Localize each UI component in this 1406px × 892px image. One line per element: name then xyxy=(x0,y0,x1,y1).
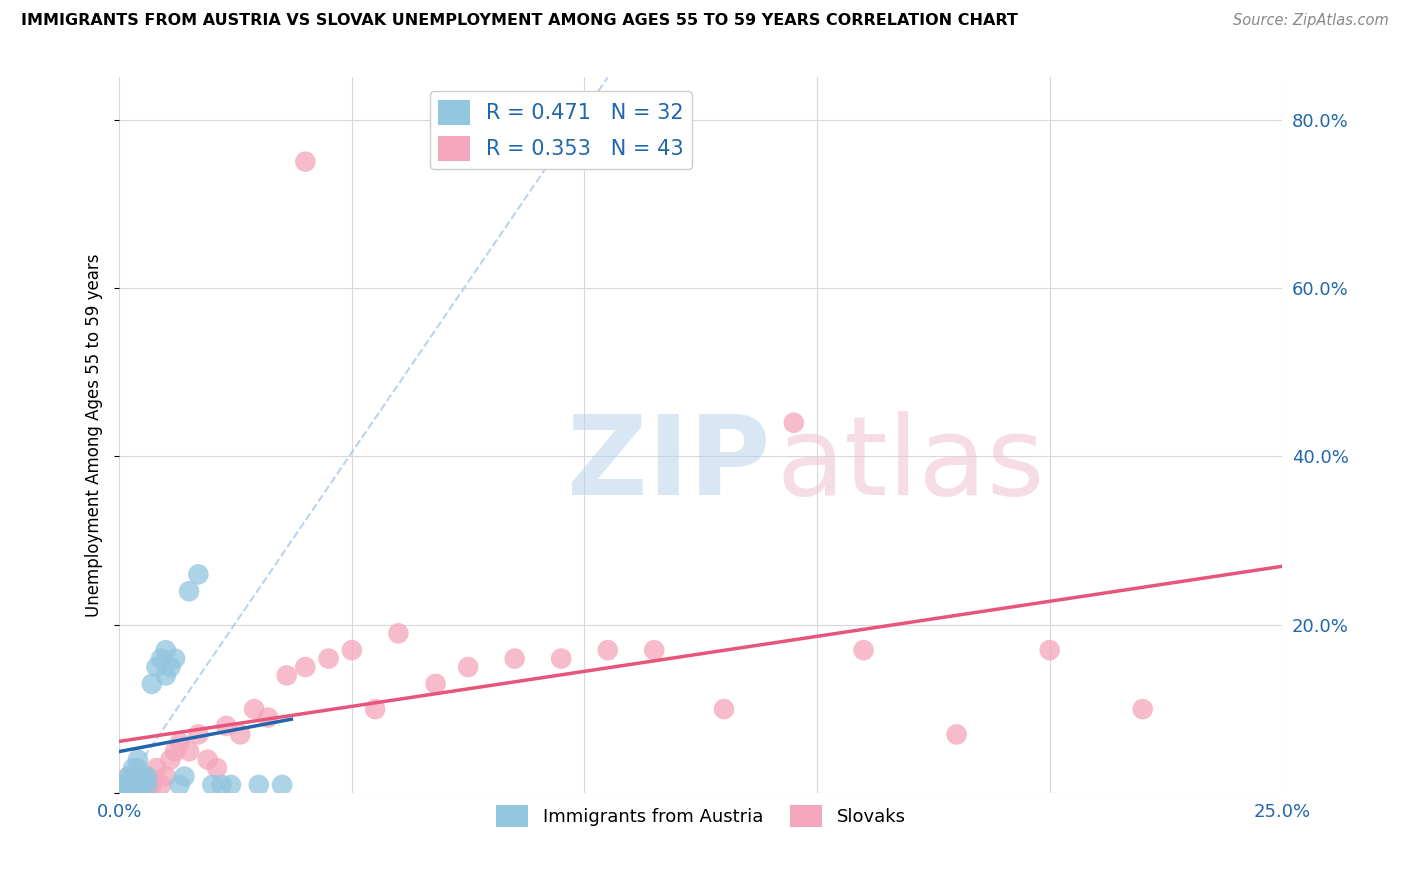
Point xyxy=(276,668,298,682)
Point xyxy=(596,643,619,657)
Point xyxy=(141,677,163,691)
Point xyxy=(127,753,149,767)
Point xyxy=(131,778,153,792)
Point xyxy=(131,770,153,784)
Point xyxy=(117,770,139,784)
Point xyxy=(169,736,191,750)
Point xyxy=(136,778,159,792)
Point xyxy=(136,770,159,784)
Point xyxy=(145,660,167,674)
Point xyxy=(187,727,209,741)
Point xyxy=(136,778,159,792)
Point xyxy=(201,778,224,792)
Point xyxy=(127,778,149,792)
Point xyxy=(271,778,294,792)
Point xyxy=(550,651,572,665)
Point xyxy=(150,651,173,665)
Point xyxy=(150,778,173,792)
Point xyxy=(503,651,526,665)
Point xyxy=(159,753,181,767)
Point xyxy=(205,761,228,775)
Point xyxy=(165,651,187,665)
Point xyxy=(122,778,145,792)
Point xyxy=(364,702,387,716)
Point xyxy=(131,778,153,792)
Text: ZIP: ZIP xyxy=(567,410,770,517)
Point xyxy=(127,778,149,792)
Point xyxy=(387,626,409,640)
Point xyxy=(155,668,177,682)
Point xyxy=(211,778,233,792)
Point xyxy=(1039,643,1062,657)
Point xyxy=(122,770,145,784)
Point xyxy=(169,778,191,792)
Point xyxy=(136,770,159,784)
Point xyxy=(122,778,145,792)
Text: Source: ZipAtlas.com: Source: ZipAtlas.com xyxy=(1233,13,1389,29)
Point xyxy=(159,660,181,674)
Text: IMMIGRANTS FROM AUSTRIA VS SLOVAK UNEMPLOYMENT AMONG AGES 55 TO 59 YEARS CORRELA: IMMIGRANTS FROM AUSTRIA VS SLOVAK UNEMPL… xyxy=(21,13,1018,29)
Point xyxy=(229,727,252,741)
Legend: Immigrants from Austria, Slovaks: Immigrants from Austria, Slovaks xyxy=(488,798,912,834)
Point xyxy=(117,778,139,792)
Point xyxy=(112,778,135,792)
Point xyxy=(112,778,135,792)
Point xyxy=(783,416,806,430)
Point xyxy=(457,660,479,674)
Point xyxy=(425,677,447,691)
Point xyxy=(122,761,145,775)
Point xyxy=(177,584,200,599)
Text: atlas: atlas xyxy=(776,410,1045,517)
Point xyxy=(110,778,132,792)
Point xyxy=(127,761,149,775)
Point xyxy=(643,643,665,657)
Point xyxy=(340,643,363,657)
Point xyxy=(318,651,340,665)
Point xyxy=(141,778,163,792)
Y-axis label: Unemployment Among Ages 55 to 59 years: Unemployment Among Ages 55 to 59 years xyxy=(86,253,103,617)
Point xyxy=(713,702,735,716)
Point xyxy=(243,702,266,716)
Point xyxy=(177,744,200,758)
Point xyxy=(127,770,149,784)
Point xyxy=(945,727,967,741)
Point xyxy=(173,770,195,784)
Point xyxy=(117,770,139,784)
Point xyxy=(197,753,219,767)
Point xyxy=(155,643,177,657)
Point xyxy=(219,778,242,792)
Point xyxy=(294,660,316,674)
Point xyxy=(1132,702,1154,716)
Point xyxy=(165,744,187,758)
Point xyxy=(145,761,167,775)
Point xyxy=(294,154,316,169)
Point xyxy=(247,778,270,792)
Point xyxy=(852,643,875,657)
Point xyxy=(117,778,139,792)
Point xyxy=(115,778,138,792)
Point xyxy=(187,567,209,582)
Point xyxy=(120,778,142,792)
Point xyxy=(155,770,177,784)
Point xyxy=(215,719,238,733)
Point xyxy=(131,770,153,784)
Point xyxy=(257,710,280,724)
